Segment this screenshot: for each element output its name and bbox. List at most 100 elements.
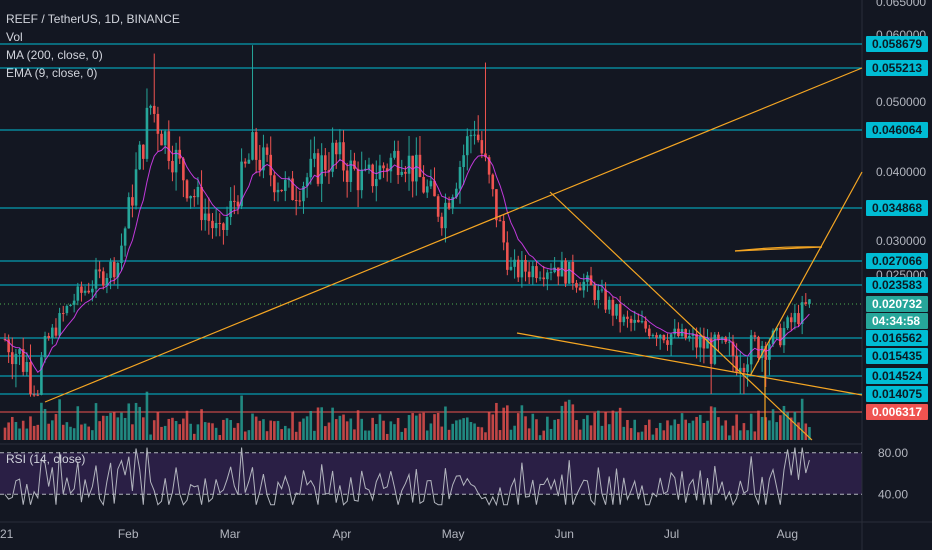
volume-bars xyxy=(3,391,811,440)
candle-body xyxy=(669,334,673,345)
candle-body xyxy=(313,153,316,159)
candle-body xyxy=(109,261,112,278)
candle-body xyxy=(520,259,524,278)
volume-bar xyxy=(200,409,203,440)
candle-body xyxy=(320,155,323,184)
price-label-text: 0.014075 xyxy=(872,387,922,401)
volume-bar xyxy=(145,391,149,440)
candle-body xyxy=(225,217,229,231)
candle-body xyxy=(677,328,680,337)
volume-bar xyxy=(302,418,305,440)
candle-body xyxy=(418,154,422,177)
candle-body xyxy=(40,357,43,395)
volume-bar xyxy=(36,424,40,440)
volume-bar xyxy=(738,430,742,440)
candle-body xyxy=(593,285,596,300)
candle-body xyxy=(160,133,163,146)
volume-bar xyxy=(3,427,7,440)
volume-bar xyxy=(80,424,83,440)
candle-body xyxy=(258,159,262,171)
volume-bar xyxy=(476,426,480,440)
candle-body xyxy=(480,140,484,154)
volume-bar xyxy=(491,414,495,440)
rsi-band xyxy=(0,452,862,495)
volume-bar xyxy=(382,420,385,440)
candle-body xyxy=(640,321,644,323)
candle-body xyxy=(123,228,127,246)
candle-body xyxy=(502,220,505,243)
volume-bar xyxy=(385,433,389,440)
volume-bar xyxy=(324,426,327,440)
volume-bar xyxy=(597,410,600,440)
volume-bar xyxy=(600,425,604,440)
volume-bar xyxy=(662,430,666,440)
volume-bar xyxy=(211,423,214,440)
candle-body xyxy=(797,313,800,325)
volume-bar xyxy=(451,423,455,440)
volume-bar xyxy=(54,414,58,440)
candle-body xyxy=(196,186,200,198)
candle-body xyxy=(458,167,462,189)
candle-body xyxy=(746,364,749,373)
candle-body xyxy=(302,186,305,202)
volume-bar xyxy=(415,415,418,440)
volume-bar xyxy=(345,421,349,440)
volume-bar xyxy=(673,419,677,440)
volume-bar xyxy=(760,416,764,440)
volume-bar xyxy=(10,416,14,440)
candle-body xyxy=(789,317,793,323)
candle-body xyxy=(236,201,240,207)
volume-bar xyxy=(666,420,669,440)
candle-body xyxy=(615,304,618,316)
price-label-text: 0.046064 xyxy=(872,123,922,137)
volume-bar xyxy=(782,405,786,440)
volume-bar xyxy=(615,411,618,440)
volume-bar xyxy=(546,416,549,440)
candle-body xyxy=(469,135,473,137)
candle-body xyxy=(200,186,203,221)
candle-body xyxy=(407,155,411,174)
volume-bar xyxy=(484,432,487,440)
candle-body xyxy=(203,213,207,221)
candle-body xyxy=(218,223,222,225)
candle-body xyxy=(757,336,760,358)
volume-bar xyxy=(101,415,105,440)
candle-body xyxy=(149,105,152,108)
volume-bar xyxy=(422,412,425,440)
volume-bar xyxy=(225,418,229,440)
candle-body xyxy=(513,259,516,267)
volume-bar xyxy=(367,430,371,440)
volume-bar xyxy=(47,423,50,440)
volume-bar xyxy=(72,428,76,440)
candle-body xyxy=(273,175,276,193)
volume-bar xyxy=(214,427,218,440)
volume-bar xyxy=(800,398,804,440)
candle-body xyxy=(749,335,753,365)
candle-body xyxy=(182,158,185,181)
volume-bar xyxy=(91,430,94,440)
candle-body xyxy=(487,157,491,175)
candle-body xyxy=(582,281,586,291)
volume-bar xyxy=(192,433,196,440)
volume-bar xyxy=(702,422,706,440)
candle-body xyxy=(222,223,225,231)
candle-body xyxy=(546,272,549,280)
candle-body xyxy=(98,269,101,272)
candle-body xyxy=(18,349,21,354)
price-label-text: 0.014524 xyxy=(872,369,922,383)
volume-bar xyxy=(360,418,364,440)
rsi-line xyxy=(4,447,810,507)
trendlines xyxy=(44,67,863,441)
candle-body xyxy=(305,177,309,187)
volume-bar xyxy=(746,430,749,440)
candle-body xyxy=(491,174,495,190)
candle-body xyxy=(720,337,724,340)
candle-body xyxy=(462,155,465,168)
candle-body xyxy=(637,319,640,323)
candle-body xyxy=(353,160,356,169)
trendline xyxy=(734,246,823,252)
chart-title: REEF / TetherUS, 1D, BINANCE xyxy=(6,12,180,26)
volume-bar xyxy=(127,403,131,440)
volume-bar xyxy=(309,411,313,440)
